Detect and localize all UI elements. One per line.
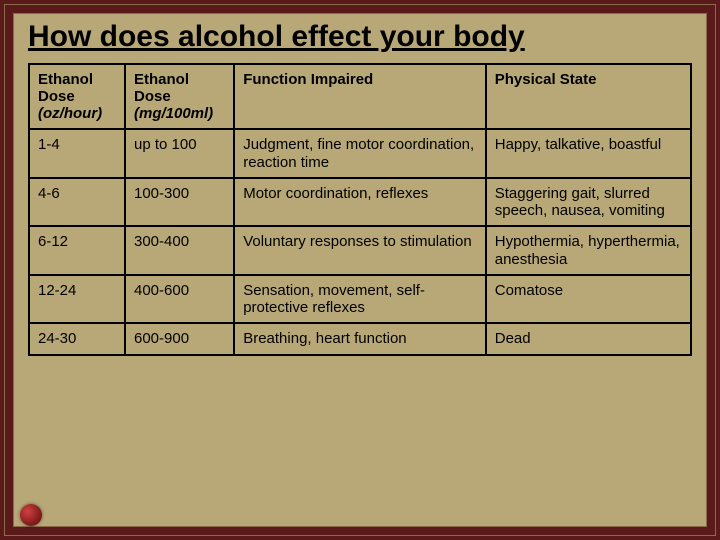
cell-state: Dead [486,323,691,354]
bullet-icon [20,504,42,526]
cell-function: Judgment, fine motor coordination, react… [234,129,486,178]
col-header-function: Function Impaired [234,64,486,130]
slide-title: How does alcohol effect your body [28,20,692,55]
table-row: 6-12 300-400 Voluntary responses to stim… [29,226,691,275]
slide-frame: How does alcohol effect your body Ethano… [13,13,707,527]
col-header-dose-mg: Ethanol Dose (mg/100ml) [125,64,234,130]
col-header-dose-oz-sub: (oz/hour) [38,105,102,122]
col-header-dose-mg-sub: (mg/100ml) [134,105,213,122]
cell-dose-mg: 300-400 [125,226,234,275]
alcohol-effects-table: Ethanol Dose (oz/hour) Ethanol Dose (mg/… [28,63,692,356]
cell-dose-mg: 100-300 [125,178,234,227]
cell-dose-oz: 24-30 [29,323,125,354]
cell-state: Staggering gait, slurred speech, nausea,… [486,178,691,227]
table-row: 12-24 400-600 Sensation, movement, self-… [29,275,691,324]
table-row: 1-4 up to 100 Judgment, fine motor coord… [29,129,691,178]
outer-frame: How does alcohol effect your body Ethano… [4,4,716,536]
table-header-row: Ethanol Dose (oz/hour) Ethanol Dose (mg/… [29,64,691,130]
cell-dose-oz: 12-24 [29,275,125,324]
cell-function: Sensation, movement, self-protective ref… [234,275,486,324]
col-header-dose-oz: Ethanol Dose (oz/hour) [29,64,125,130]
cell-state: Hypothermia, hyperthermia, anesthesia [486,226,691,275]
col-header-dose-oz-main: Ethanol Dose [38,71,93,105]
cell-dose-mg: 400-600 [125,275,234,324]
col-header-state: Physical State [486,64,691,130]
table-row: 24-30 600-900 Breathing, heart function … [29,323,691,354]
cell-dose-oz: 1-4 [29,129,125,178]
cell-dose-mg: 600-900 [125,323,234,354]
table-body: 1-4 up to 100 Judgment, fine motor coord… [29,129,691,354]
cell-state: Happy, talkative, boastful [486,129,691,178]
cell-function: Motor coordination, reflexes [234,178,486,227]
cell-function: Voluntary responses to stimulation [234,226,486,275]
cell-state: Comatose [486,275,691,324]
cell-dose-mg: up to 100 [125,129,234,178]
cell-function: Breathing, heart function [234,323,486,354]
cell-dose-oz: 4-6 [29,178,125,227]
table-row: 4-6 100-300 Motor coordination, reflexes… [29,178,691,227]
col-header-dose-mg-main: Ethanol Dose [134,71,189,105]
cell-dose-oz: 6-12 [29,226,125,275]
